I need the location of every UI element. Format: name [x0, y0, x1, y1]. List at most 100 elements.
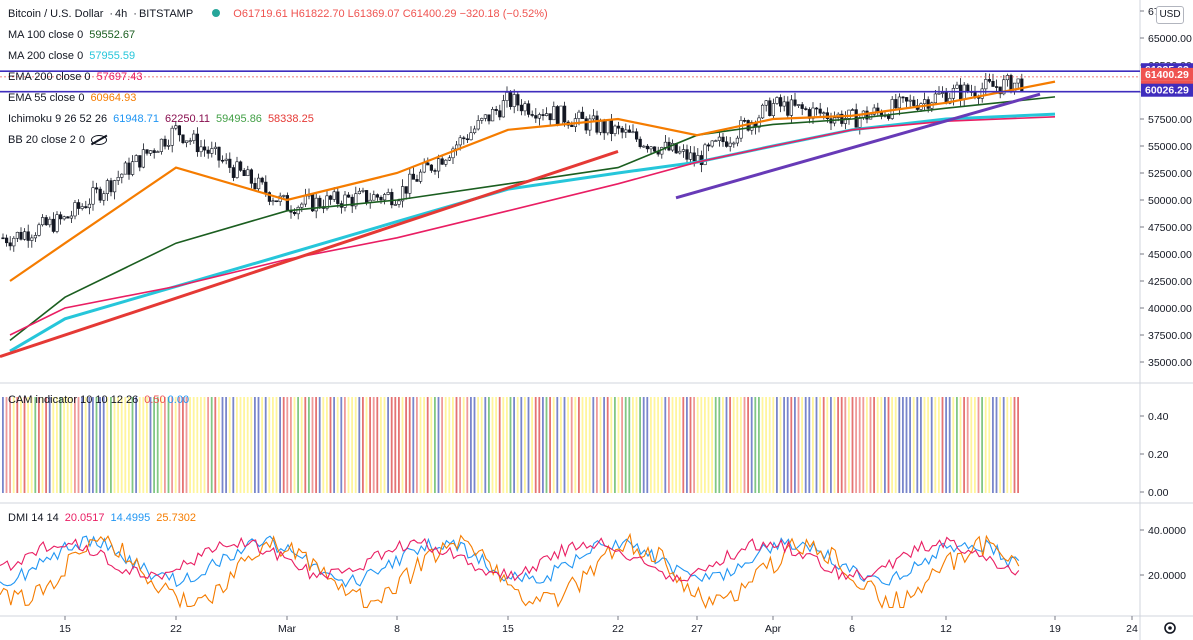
cam-bar	[902, 397, 904, 493]
currency-button[interactable]: USD	[1156, 6, 1184, 24]
cam-bar	[279, 397, 281, 493]
cam-bar	[740, 397, 742, 493]
candle-body	[411, 173, 416, 180]
candle-body	[750, 122, 754, 131]
candle-body	[217, 146, 221, 161]
candle-body	[732, 142, 736, 145]
cam-bar	[808, 397, 811, 493]
cam-bar	[844, 397, 847, 493]
cam-bar	[171, 397, 173, 493]
candle-body	[872, 107, 876, 115]
cam-bar	[660, 397, 663, 493]
time-tick-label: 15	[59, 623, 71, 635]
cam-bar	[459, 397, 461, 493]
cam-bar	[578, 397, 580, 493]
candle-body	[764, 100, 768, 106]
cam-bar	[624, 397, 627, 493]
candle-body	[328, 195, 333, 200]
candle-body	[728, 142, 732, 147]
candle-body	[224, 158, 228, 161]
legend-ma100[interactable]: MA 100 close 0 59552.67	[8, 29, 136, 41]
legend-ema55[interactable]: EMA 55 close 0 60964.93	[8, 92, 137, 104]
cam-bar	[383, 397, 386, 493]
candle-body	[242, 170, 246, 177]
time-tick-label: 8	[394, 623, 400, 635]
price-tick-label: 40000.00	[1148, 303, 1192, 315]
candle-body	[570, 124, 574, 128]
candle-body	[530, 114, 534, 116]
cam-bar	[664, 397, 667, 493]
dmi-minus-line	[0, 532, 1020, 609]
cam-bar	[354, 397, 357, 493]
legend-ichimoku[interactable]: Ichimoku 9 26 52 26 61948.71 62250.11 59495…	[8, 113, 314, 125]
candle-body	[613, 125, 617, 134]
time-tick-label: 6	[849, 623, 855, 635]
price-tick-label: 45000.00	[1148, 249, 1192, 261]
cam-bar	[722, 397, 724, 493]
legend-cam[interactable]: CAM indicator 10 10 12 26 0.50 0.00	[8, 394, 190, 406]
cam-bar	[239, 397, 242, 493]
cam-bar	[657, 397, 659, 493]
cam-bar	[549, 397, 551, 493]
cam-bar	[524, 397, 526, 493]
cam-bar	[765, 397, 767, 493]
cam-bar	[2, 397, 4, 493]
candle-body	[645, 145, 649, 150]
cam-bar	[704, 397, 706, 493]
candle-body	[912, 99, 916, 106]
candle-body	[325, 195, 329, 209]
legend-dmi[interactable]: DMI 14 14 20.0517 14.4995 25.7302	[8, 512, 197, 524]
candle-body	[5, 237, 9, 244]
candle-body	[386, 192, 390, 195]
indicator-line-ma-200-close-0	[9, 112, 1056, 353]
cam-bar	[38, 397, 40, 493]
cam-bar	[380, 397, 382, 493]
cam-bar	[840, 397, 843, 493]
cam-bar	[200, 397, 202, 493]
settings-gear-icon[interactable]	[1164, 622, 1176, 634]
cam-bar	[858, 397, 861, 493]
gear-hub	[1168, 626, 1172, 630]
cam-bar	[956, 397, 958, 493]
cam-bar	[398, 397, 400, 493]
candle-body	[274, 200, 279, 203]
cam-bar	[293, 397, 296, 493]
candle-body	[638, 138, 642, 147]
axes: 67.65000.0062500.0060000.0057500.0055000…	[59, 6, 1193, 635]
candle-body	[804, 108, 808, 110]
cam-bar	[570, 397, 573, 493]
legend-bb[interactable]: BB 20 close 2 0	[8, 134, 113, 146]
candle-body	[314, 197, 318, 212]
cam-bar	[243, 397, 245, 493]
cam-bar	[326, 397, 328, 493]
hidden-eye-icon[interactable]	[90, 134, 108, 146]
cam-bar	[23, 397, 26, 493]
cam-bar	[405, 397, 407, 493]
cam-bar	[797, 397, 800, 493]
candle-body	[987, 79, 991, 82]
cam-bar	[300, 397, 303, 493]
cam-bar	[567, 397, 569, 493]
cam-bar	[837, 397, 839, 493]
cam-bar	[372, 397, 375, 493]
candle-body	[33, 235, 37, 239]
cam-bar	[851, 397, 854, 493]
cam-bar	[218, 397, 220, 493]
candle-body	[501, 100, 506, 118]
candle-body	[30, 237, 34, 241]
cam-bar	[707, 397, 710, 493]
candle-body	[469, 132, 473, 141]
cam-bar	[880, 397, 883, 493]
candle-body	[145, 149, 149, 154]
candle-body	[343, 194, 347, 208]
cam-bar	[120, 397, 123, 493]
cam-bar	[408, 397, 411, 493]
cam-bar	[448, 397, 451, 493]
cam-bar	[362, 397, 364, 493]
candle-body	[15, 231, 20, 239]
legend-ma200[interactable]: MA 200 close 0 57955.59	[8, 50, 136, 62]
cam-tick-label: 0.00	[1148, 487, 1169, 499]
candle-body	[458, 137, 462, 146]
legend-ema200[interactable]: EMA 200 close 0 57697.43	[8, 71, 143, 83]
